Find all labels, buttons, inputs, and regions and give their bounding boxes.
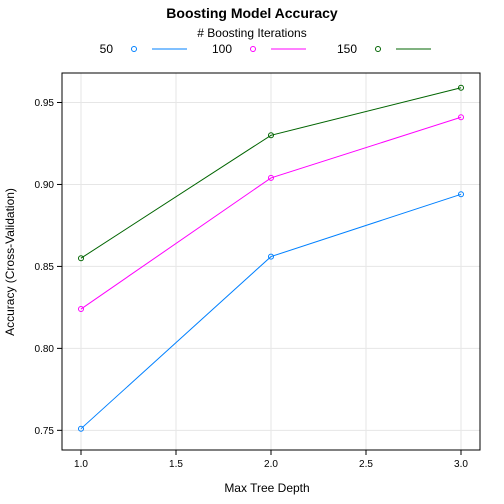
x-tick-label: 2.0 bbox=[264, 459, 278, 470]
data-point-150 bbox=[458, 84, 464, 91]
y-tick-label: 0.80 bbox=[35, 344, 55, 355]
legend-label-100: 100 bbox=[212, 42, 232, 56]
y-tick-label: 0.90 bbox=[35, 180, 55, 191]
chart-title: Boosting Model Accuracy bbox=[166, 5, 338, 21]
x-axis-label: Max Tree Depth bbox=[224, 481, 309, 495]
x-tick-label: 2.5 bbox=[359, 459, 373, 470]
legend-label-50: 50 bbox=[100, 42, 114, 56]
y-tick-label: 0.75 bbox=[35, 426, 55, 437]
data-point-100 bbox=[78, 306, 84, 313]
data-point-150 bbox=[78, 255, 84, 262]
data-point-100 bbox=[268, 174, 274, 181]
x-axis-ticks: 1.0 1.5 2.0 2.5 3.0 bbox=[74, 450, 468, 470]
series-line-50 bbox=[80, 193, 462, 430]
legend-marker-150 bbox=[375, 46, 381, 52]
data-point-50 bbox=[78, 425, 84, 432]
y-tick-label: 0.95 bbox=[35, 98, 55, 109]
x-tick-label: 1.0 bbox=[74, 459, 88, 470]
data-point-50 bbox=[458, 191, 464, 198]
series-layer bbox=[78, 84, 464, 432]
y-axis-label: Accuracy (Cross-Validation) bbox=[3, 188, 17, 336]
series-line-100 bbox=[80, 116, 462, 310]
legend-marker-100 bbox=[250, 46, 256, 52]
legend-marker-50 bbox=[131, 46, 137, 52]
y-tick-label: 0.85 bbox=[35, 262, 55, 273]
legend: 50 100 150 bbox=[100, 42, 431, 56]
series-line-150 bbox=[80, 87, 462, 259]
gridlines bbox=[62, 73, 480, 450]
legend-title: # Boosting Iterations bbox=[197, 26, 306, 40]
data-point-50 bbox=[268, 253, 274, 260]
data-point-100 bbox=[458, 114, 464, 121]
data-point-150 bbox=[268, 132, 274, 139]
x-tick-label: 3.0 bbox=[454, 459, 468, 470]
y-axis-ticks: 0.75 0.80 0.85 0.90 0.95 bbox=[35, 98, 62, 437]
x-tick-label: 1.5 bbox=[169, 459, 183, 470]
legend-label-150: 150 bbox=[337, 42, 357, 56]
